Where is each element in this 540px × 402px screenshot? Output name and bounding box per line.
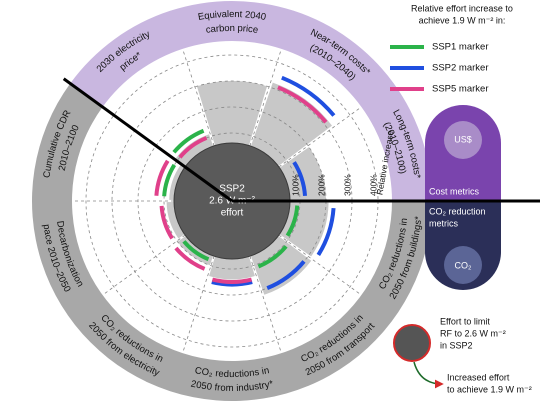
key-circle: [393, 324, 431, 362]
center-label: SSP2: [219, 184, 245, 195]
tick-label: 200%: [316, 174, 326, 196]
effort-arc: [281, 75, 336, 117]
cost-icon-label: US$: [454, 134, 472, 144]
wedge: [250, 235, 312, 295]
legend-title: Relative effort increase to: [411, 3, 513, 13]
wedge: [166, 202, 185, 239]
wedge: [175, 134, 214, 167]
key-arrow: [413, 361, 444, 389]
key-label: to achieve 1.9 W m⁻²: [447, 384, 532, 394]
effort-arc: [162, 163, 177, 197]
tick-label: 300%: [342, 174, 352, 196]
effort-arc: [159, 205, 174, 240]
divider: [278, 106, 362, 168]
wedge: [196, 80, 268, 146]
effort-arc: [178, 136, 208, 159]
cost-ring: [70, 1, 433, 202]
divider: [182, 48, 215, 146]
effort-arc: [174, 246, 206, 271]
effort-arc: [266, 260, 306, 291]
co2-ring: [31, 83, 432, 402]
category-label-text: CO₂ reductions in: [194, 365, 270, 380]
center-label: effort: [221, 208, 244, 219]
divider: [278, 234, 362, 296]
group-label: metrics: [429, 218, 458, 228]
divider: [249, 48, 282, 146]
wedge: [279, 147, 326, 200]
effort-arc: [257, 245, 288, 269]
category-label-text: carbon price: [205, 23, 259, 36]
legend-label: SSP2 marker: [432, 63, 489, 74]
effort-arc: [211, 280, 253, 287]
category-label-text: 2050 from industry*: [190, 378, 274, 394]
group-divider: [62, 77, 233, 203]
effort-arc: [316, 207, 336, 257]
co2-icon: [444, 246, 482, 284]
effort-arc: [285, 205, 300, 237]
tick-label: 400%: [368, 174, 378, 196]
key-label: Effort to limit: [440, 316, 490, 326]
co2-icon-label: CO₂: [455, 260, 473, 270]
legend-title: achieve 1.9 W m⁻² in:: [419, 15, 506, 25]
effort-arc: [182, 240, 210, 262]
effort-arc: [172, 128, 205, 154]
effort-arc: [211, 277, 253, 284]
effort-arc: [292, 161, 308, 197]
divider: [102, 234, 186, 296]
divider: [182, 256, 215, 354]
cost-icon: [444, 121, 482, 159]
group-label: Cost metrics: [429, 186, 480, 196]
key-label: in SSP2: [440, 340, 473, 350]
effort-arc: [154, 159, 170, 196]
tick-label: 100%: [290, 174, 300, 196]
category-label: carbon price: [205, 23, 259, 36]
category-label: CO₂ reductions in: [194, 365, 270, 380]
key-label: Increased effort: [447, 372, 510, 382]
legend-label: SSP5 marker: [432, 84, 489, 95]
category-label: 2050 from industry*: [190, 378, 274, 394]
divider: [249, 256, 282, 354]
key-label: RF to 2.6 W m⁻²: [440, 328, 506, 338]
effort-arc: [277, 85, 328, 124]
legend-label: SSP1 marker: [432, 42, 489, 53]
co2-group: [425, 201, 501, 290]
wedge: [209, 256, 255, 280]
group-label: CO₂ reduction: [429, 206, 486, 216]
